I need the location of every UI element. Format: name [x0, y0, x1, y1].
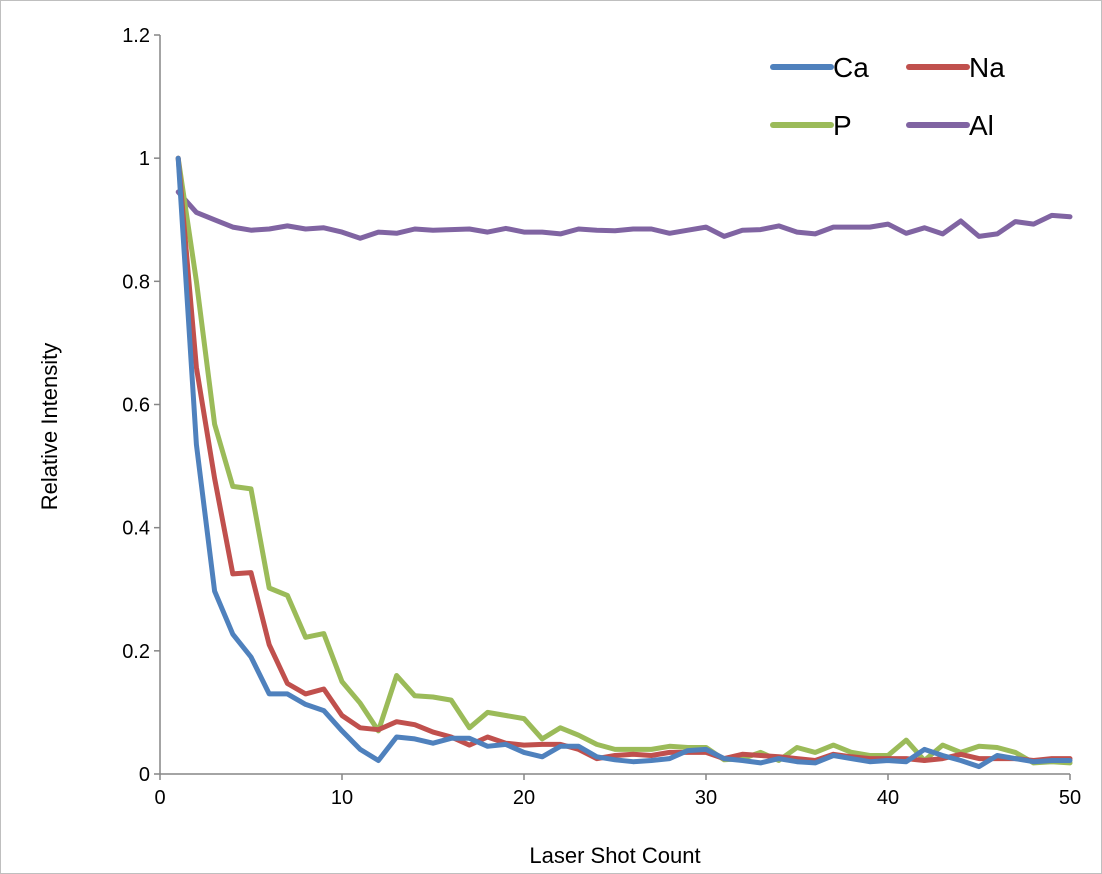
legend-item-na: Na [906, 52, 1005, 83]
series-lines [175, 155, 1073, 770]
x-tick-label: 10 [331, 787, 353, 809]
y-tick-label: 0.8 [122, 271, 150, 293]
y-axis-title: Relative Intensity [37, 343, 62, 511]
y-tick-label: 0.2 [122, 641, 150, 663]
legend-item-p: P [770, 110, 852, 141]
series-line-na [175, 155, 1073, 763]
legend-label: Na [969, 52, 1005, 83]
y-tick-label: 1.2 [122, 25, 150, 47]
series-line-ca [175, 155, 1073, 770]
legend-item-ca: Ca [770, 52, 869, 83]
x-tick-label: 0 [154, 787, 165, 809]
y-tick-label: 1 [139, 148, 150, 170]
y-tick-label: 0 [139, 764, 150, 786]
legend-label: Al [969, 110, 994, 141]
series-line-al [175, 189, 1073, 241]
y-tick-label: 0.4 [122, 518, 150, 540]
tick-labels: 0 0.2 0.4 0.6 0.8 1 1.2 0 10 20 30 40 50 [122, 25, 1081, 809]
legend-label: P [833, 110, 852, 141]
legend: Ca Na P Al [770, 52, 1005, 141]
x-tick-label: 40 [877, 787, 899, 809]
x-tick-label: 50 [1059, 787, 1081, 809]
x-axis-title: Laser Shot Count [529, 843, 700, 868]
axes [159, 35, 1070, 775]
y-tick-label: 0.6 [122, 395, 150, 417]
x-tick-label: 20 [513, 787, 535, 809]
legend-label: Ca [833, 52, 869, 83]
series-line-p [175, 155, 1073, 766]
legend-item-al: Al [906, 110, 994, 141]
tick-marks [154, 34, 1071, 780]
x-tick-label: 30 [695, 787, 717, 809]
